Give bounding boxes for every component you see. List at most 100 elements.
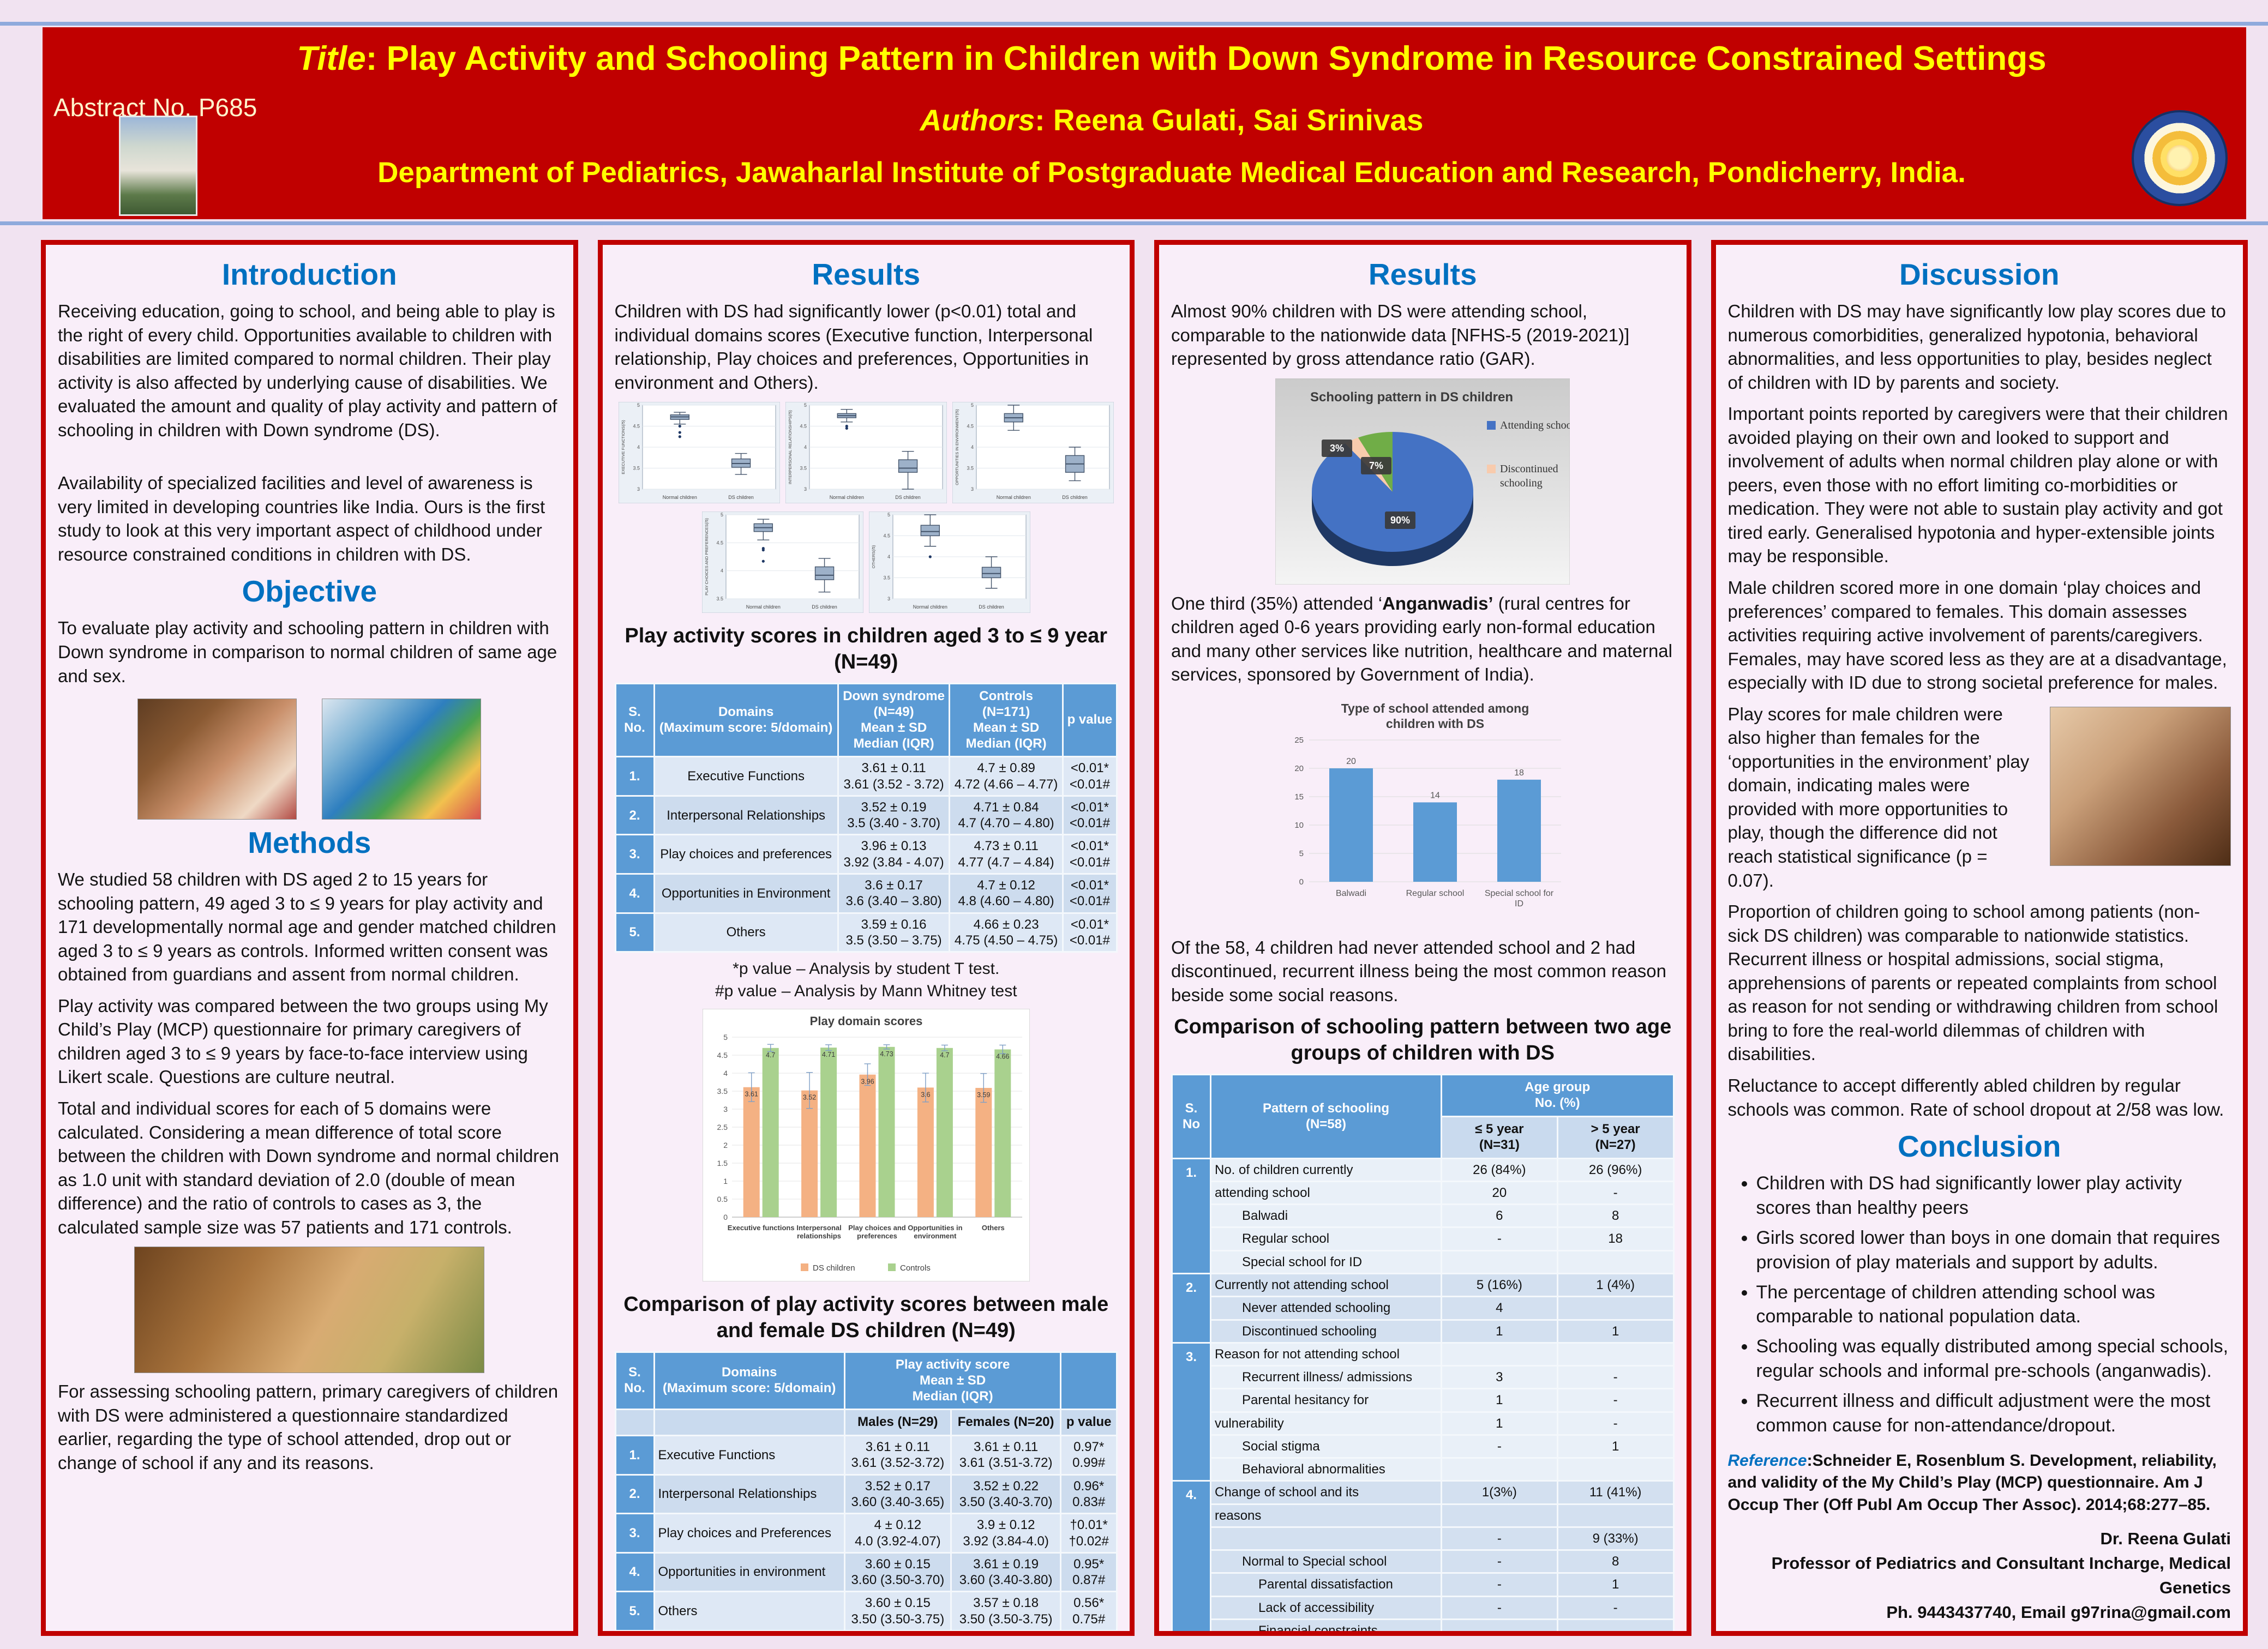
- table-row: Special school for ID: [1172, 1249, 1675, 1274]
- svg-text:Normal children: Normal children: [746, 604, 781, 610]
- svg-text:3.61: 3.61: [745, 1091, 758, 1098]
- svg-text:PLAY CHOICES AND PREFERENCES(/: PLAY CHOICES AND PREFERENCES(/5): [704, 518, 709, 595]
- svg-text:Normal children: Normal children: [663, 495, 697, 500]
- conclusion-list: Children with DS had significantly lower…: [1728, 1171, 2231, 1438]
- bar-Controls: [994, 1049, 1011, 1218]
- svg-text:5: 5: [721, 512, 723, 517]
- institute-seal-logo: [2132, 110, 2228, 206]
- outlier-dot: [845, 425, 848, 428]
- table-row: 2. Currently not attending school 5 (16%) 1…: [1171, 1272, 1675, 1344]
- header: Abstract No. P685 Title: Play Activity a…: [43, 27, 2246, 219]
- discussion-paragraph-1: Children with DS may have significantly …: [1727, 301, 2226, 393]
- svg-text:Balwadi: Balwadi: [1336, 889, 1366, 898]
- outlier-dot: [928, 555, 932, 558]
- panel-results-play: Results Children with DS had significant…: [597, 240, 1135, 1636]
- table-row: Parental hesitancy for 1-: [1172, 1388, 1675, 1413]
- svg-text:3: 3: [723, 1105, 728, 1114]
- table2-caption: Comparison of play activity scores betwe…: [623, 1293, 1109, 1342]
- objective-text: To evaluate play activity and schooling …: [58, 618, 557, 686]
- svg-text:18: 18: [1514, 768, 1524, 778]
- svg-text:DS children: DS children: [813, 1263, 855, 1273]
- svg-text:4.5: 4.5: [967, 424, 974, 429]
- boxplot-ylabel: EXECUTIVE FUNCTIONS(/5): [621, 420, 626, 474]
- svg-text:Discontinued: Discontinued: [1500, 463, 1558, 475]
- svg-text:3.59: 3.59: [977, 1091, 990, 1099]
- conclusion-heading: Conclusion: [1898, 1129, 2061, 1164]
- table-row: Balwadi 6 8: [1172, 1203, 1675, 1229]
- svg-text:Controls: Controls: [900, 1263, 931, 1273]
- svg-text:1: 1: [723, 1177, 728, 1185]
- svg-text:3.5: 3.5: [717, 1087, 728, 1096]
- svg-text:4.5: 4.5: [633, 424, 640, 429]
- table-header-row: S. No. Domains (Maximum score: 5/domain) D…: [614, 683, 1118, 758]
- bar-DS children: [917, 1087, 934, 1218]
- photo-ds-child-playing: [137, 699, 297, 820]
- table-row: Financial constraints: [1172, 1618, 1675, 1631]
- svg-text:Regular school: Regular school: [1406, 889, 1465, 898]
- reference-text: :Schneider E, Rosenblum S. Development, …: [1727, 1451, 2217, 1514]
- svg-text:4: 4: [721, 568, 723, 574]
- jipmer-gate-photo: [119, 116, 197, 216]
- outlier-dot: [678, 431, 681, 434]
- table-row: 3. Play choices and Preferences 4 ± 0.12 4.…: [614, 1513, 1118, 1554]
- table-row: 5. Others 3.60 ± 0.15 3.50 (3.50-3.75) 3.57 …: [614, 1591, 1118, 1631]
- panel-discussion-conclusion: Discussion Children with DS may have sig…: [1711, 240, 2248, 1636]
- svg-text:0: 0: [723, 1213, 728, 1221]
- methods-paragraph-4: For assessing schooling pattern, primary…: [58, 1381, 559, 1473]
- header-bottom-rule: [0, 221, 2268, 225]
- svg-text:5: 5: [887, 512, 890, 517]
- svg-text:3.5: 3.5: [633, 466, 640, 471]
- contact-line: Ph. 9443437740, Email g97rina@gmail.com: [1886, 1603, 2231, 1622]
- school-type-bar-chart: Type of school attended among children wi…: [1275, 694, 1570, 931]
- box: [920, 525, 940, 537]
- poster-authors: Authors: Reena Gulati, Sai Srinivas: [277, 103, 2066, 137]
- outlier-dot: [678, 435, 681, 438]
- header-top-rule: [0, 22, 2268, 26]
- svg-text:Others: Others: [982, 1224, 1005, 1232]
- bar-Controls: [878, 1046, 895, 1218]
- svg-text:3: 3: [887, 596, 890, 601]
- photo-school-children-group: [134, 1247, 485, 1374]
- conclusion-bullet: Girls scored lower than boys in one doma…: [1756, 1226, 2231, 1275]
- svg-text:3: 3: [637, 486, 640, 492]
- male-female-scores-table: S. No. Domains (Maximum score: 5/domain) P…: [614, 1351, 1118, 1631]
- seal-center: [2167, 145, 2193, 171]
- bar-DS children: [975, 1088, 992, 1218]
- title-text: : Play Activity and Schooling Pattern in…: [365, 40, 2047, 77]
- svg-text:15: 15: [1295, 792, 1304, 802]
- table-row: Behavioral abnormalities: [1172, 1457, 1675, 1482]
- methods-heading: Methods: [248, 826, 371, 860]
- svg-text:OPPORTUNITIES IN ENVIRONMENT(/: OPPORTUNITIES IN ENVIRONMENT(/5): [955, 409, 959, 485]
- svg-text:Normal children: Normal children: [830, 495, 864, 500]
- svg-text:25: 25: [1295, 736, 1304, 745]
- svg-text:3.6: 3.6: [921, 1091, 930, 1098]
- introduction-paragraph-2: Availability of specialized facilities a…: [58, 473, 545, 564]
- table-row: Normal to Special school -8: [1172, 1549, 1675, 1574]
- svg-text:2.5: 2.5: [717, 1123, 728, 1132]
- table-header-row: S. No Pattern of schooling (N=58) Age grou…: [1171, 1074, 1675, 1159]
- discussion-paragraph-6: Reluctance to accept differently abled c…: [1727, 1075, 2224, 1120]
- conclusion-bullet: Recurrent illness and difficult adjustme…: [1756, 1389, 2231, 1438]
- svg-text:14: 14: [1430, 791, 1440, 800]
- svg-text:5: 5: [1299, 849, 1304, 858]
- poster-title: Title: Play Activity and Schooling Patte…: [277, 39, 2066, 78]
- discussion-paragraph-4: Play scores for male children were also …: [1727, 703, 2030, 890]
- svg-text:Executive functions: Executive functions: [728, 1224, 795, 1232]
- table-row: Regular school -18: [1172, 1226, 1675, 1251]
- reference: Reference:Schneider E, Rosenblum S. Deve…: [1728, 1450, 2231, 1516]
- schooling-pattern-table: S. No Pattern of schooling (N=58) Age grou…: [1171, 1074, 1675, 1631]
- svg-text:INTERPERSONAL RELATIONSHIPS(/5: INTERPERSONAL RELATIONSHIPS(/5): [788, 410, 793, 484]
- table-row: Social stigma -1: [1172, 1434, 1675, 1459]
- table-subheader-row: ≤ 5 year (N=31) > 5 year (N=27): [1172, 1116, 1675, 1159]
- boxplot-ylabel: OPPORTUNITIES IN ENVIRONMENT(/5): [955, 409, 959, 485]
- discussion-paragraph-2: Important points reported by caregivers …: [1727, 404, 2228, 567]
- results-school-heading: Results: [1368, 257, 1477, 291]
- introduction-heading: Introduction: [221, 257, 397, 291]
- outlier-dot: [761, 559, 765, 563]
- svg-text:DS children: DS children: [979, 604, 1004, 610]
- discussion-heading: Discussion: [1899, 257, 2060, 291]
- anganwadi-post: (rural centres for children aged 0-6 yea…: [1171, 593, 1672, 685]
- results-play-paragraph-1: Children with DS had significantly lower…: [614, 301, 1093, 393]
